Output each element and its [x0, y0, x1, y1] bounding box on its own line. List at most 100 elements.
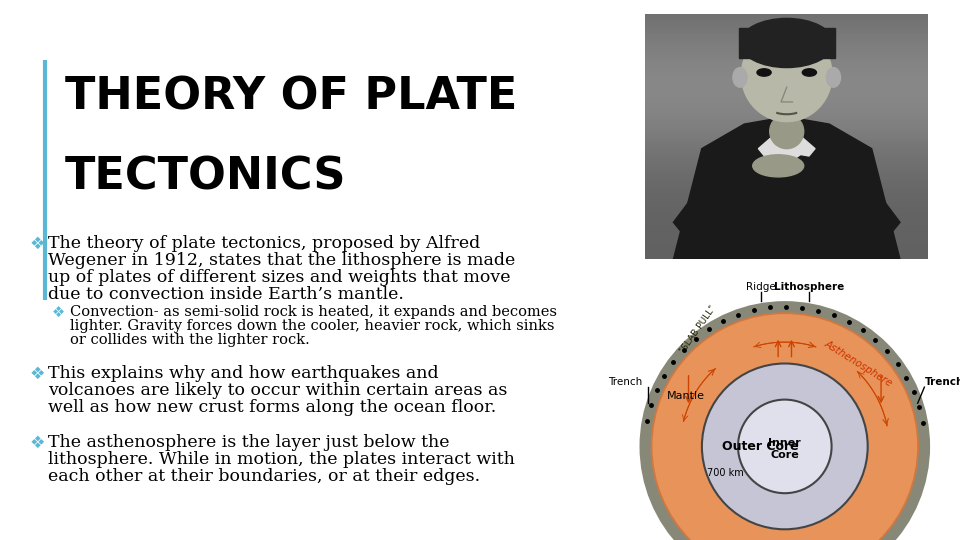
Bar — [645, 94, 928, 97]
Bar — [645, 144, 928, 146]
Bar — [645, 129, 928, 131]
Text: Convection- as semi-solid rock is heated, it expands and becomes: Convection- as semi-solid rock is heated… — [70, 305, 557, 319]
Bar — [645, 173, 928, 176]
Text: or collides with the lighter rock.: or collides with the lighter rock. — [70, 333, 310, 347]
Bar — [645, 225, 928, 227]
Bar — [645, 90, 928, 92]
Text: Outer Core: Outer Core — [723, 440, 799, 453]
Text: "SLAB PULL": "SLAB PULL" — [678, 304, 718, 355]
Bar — [645, 218, 928, 220]
Bar — [645, 249, 928, 252]
Bar — [645, 202, 928, 205]
Text: ❖: ❖ — [30, 365, 46, 383]
Bar — [645, 166, 928, 168]
Text: each other at their boundaries, or at their edges.: each other at their boundaries, or at th… — [48, 468, 480, 485]
Bar — [645, 198, 928, 200]
Bar — [645, 21, 928, 23]
Text: The asthenosphere is the layer just below the: The asthenosphere is the layer just belo… — [48, 434, 449, 451]
Bar — [645, 92, 928, 94]
Bar — [645, 191, 928, 193]
Bar — [645, 230, 928, 232]
Text: Trench: Trench — [609, 377, 642, 387]
Text: lithosphere. While in motion, the plates interact with: lithosphere. While in motion, the plates… — [48, 451, 515, 468]
Text: Mantle: Mantle — [667, 390, 706, 401]
Bar — [645, 75, 928, 77]
Bar — [645, 193, 928, 195]
Bar — [645, 234, 928, 237]
Text: TECTONICS: TECTONICS — [65, 155, 347, 198]
Circle shape — [738, 400, 831, 493]
Bar — [645, 188, 928, 191]
Bar — [645, 16, 928, 18]
Bar — [738, 28, 835, 58]
Bar — [645, 70, 928, 72]
Bar — [645, 87, 928, 90]
Bar — [645, 77, 928, 80]
Bar — [645, 26, 928, 28]
Text: Trench: Trench — [924, 377, 960, 387]
Bar — [645, 38, 928, 40]
Bar — [645, 33, 928, 36]
Bar — [645, 18, 928, 21]
Bar — [645, 168, 928, 171]
Bar — [645, 28, 928, 31]
Bar — [645, 58, 928, 60]
Bar — [645, 186, 928, 188]
Bar — [645, 171, 928, 173]
Polygon shape — [787, 156, 900, 240]
Ellipse shape — [741, 28, 832, 122]
Bar — [645, 139, 928, 141]
Bar — [645, 164, 928, 166]
Bar — [645, 112, 928, 114]
Ellipse shape — [757, 69, 771, 76]
Bar — [645, 180, 928, 183]
Bar — [645, 200, 928, 202]
Text: ❖: ❖ — [30, 235, 46, 253]
Bar — [645, 126, 928, 129]
Text: THEORY OF PLATE: THEORY OF PLATE — [65, 75, 517, 118]
Bar — [645, 137, 928, 139]
Bar — [645, 252, 928, 254]
Bar — [645, 153, 928, 156]
Bar — [645, 151, 928, 153]
Text: ❖: ❖ — [52, 305, 65, 320]
Bar — [645, 148, 928, 151]
Bar — [645, 207, 928, 210]
Bar — [645, 176, 928, 178]
Text: Asthenosphere: Asthenosphere — [822, 339, 894, 388]
Bar — [645, 114, 928, 117]
Ellipse shape — [732, 68, 747, 87]
Bar — [645, 195, 928, 198]
Bar — [645, 242, 928, 245]
Bar — [645, 107, 928, 109]
Bar — [645, 254, 928, 256]
Text: well as how new crust forms along the ocean floor.: well as how new crust forms along the oc… — [48, 399, 496, 416]
Bar — [645, 45, 928, 48]
Bar — [645, 122, 928, 124]
Bar — [645, 134, 928, 137]
Circle shape — [651, 313, 919, 540]
Bar — [645, 220, 928, 222]
Bar — [645, 205, 928, 207]
Bar — [645, 124, 928, 126]
Bar — [645, 158, 928, 161]
Bar — [645, 117, 928, 119]
Bar — [645, 215, 928, 218]
Bar — [645, 227, 928, 230]
Bar — [645, 119, 928, 122]
Bar — [645, 256, 928, 259]
Bar — [645, 213, 928, 215]
Bar — [645, 36, 928, 38]
Bar — [645, 80, 928, 82]
Bar — [645, 178, 928, 180]
Bar — [645, 63, 928, 65]
Bar — [645, 40, 928, 43]
Text: Lithosphere: Lithosphere — [774, 282, 844, 292]
Bar — [645, 232, 928, 234]
Bar — [645, 237, 928, 240]
Bar — [645, 247, 928, 249]
Bar — [645, 23, 928, 26]
Bar — [645, 68, 928, 70]
Bar — [645, 183, 928, 186]
Bar — [645, 82, 928, 85]
